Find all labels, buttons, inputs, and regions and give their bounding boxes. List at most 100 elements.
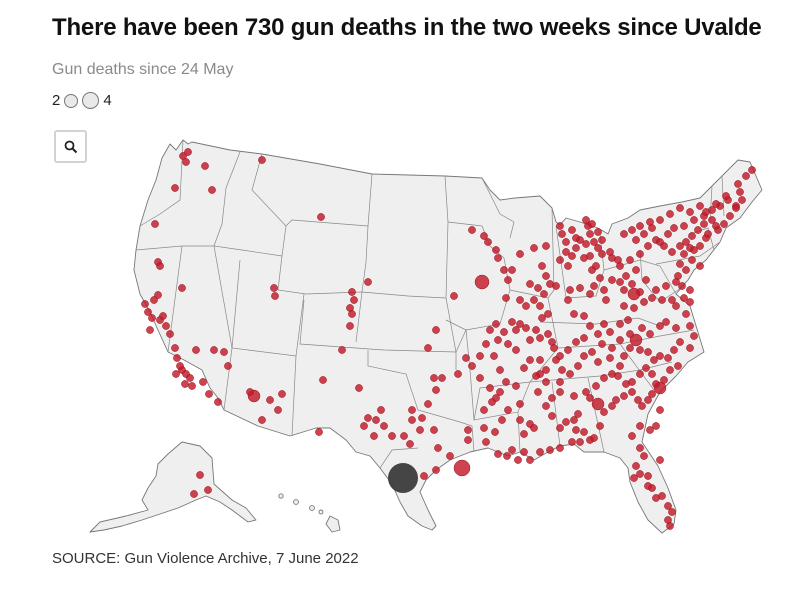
legend-min-label: 2 bbox=[52, 92, 61, 109]
gun-death-marker bbox=[580, 428, 588, 436]
zoom-button[interactable] bbox=[54, 130, 87, 163]
gun-death-marker bbox=[600, 320, 608, 328]
gun-death-marker bbox=[544, 330, 552, 338]
gun-death-marker bbox=[600, 286, 608, 294]
gun-death-marker bbox=[690, 332, 698, 340]
gun-death-marker bbox=[598, 340, 606, 348]
gun-death-marker bbox=[616, 320, 624, 328]
gun-death-marker bbox=[632, 266, 640, 274]
gun-death-marker bbox=[503, 452, 511, 460]
gun-death-marker bbox=[172, 370, 180, 378]
gun-death-marker bbox=[668, 248, 676, 256]
gun-death-marker bbox=[192, 346, 200, 354]
gun-death-marker bbox=[664, 502, 672, 510]
gun-death-marker bbox=[377, 406, 385, 414]
gun-death-marker bbox=[490, 352, 498, 360]
chart-title: There have been 730 gun deaths in the tw… bbox=[52, 14, 762, 41]
gun-death-marker bbox=[638, 324, 646, 332]
gun-death-marker bbox=[408, 416, 416, 424]
gun-death-marker bbox=[186, 374, 194, 382]
gun-death-marker bbox=[364, 278, 372, 286]
gun-death-marker bbox=[580, 312, 588, 320]
gun-death-marker bbox=[636, 288, 644, 296]
gun-death-marker bbox=[616, 336, 624, 344]
gun-death-marker bbox=[536, 448, 544, 456]
gun-death-marker bbox=[178, 284, 186, 292]
gun-death-marker bbox=[454, 370, 462, 378]
gun-death-marker bbox=[532, 326, 540, 334]
gun-death-marker bbox=[662, 282, 670, 290]
gun-death-marker bbox=[512, 326, 520, 334]
gun-death-marker bbox=[159, 312, 167, 320]
gun-death-marker bbox=[629, 333, 643, 347]
gun-death-marker bbox=[220, 348, 228, 356]
gun-death-marker bbox=[450, 292, 458, 300]
gun-death-marker bbox=[146, 326, 154, 334]
gun-death-marker bbox=[652, 380, 660, 388]
gun-death-marker bbox=[702, 208, 710, 216]
gun-death-marker bbox=[644, 482, 652, 490]
gun-death-marker bbox=[680, 222, 688, 230]
gun-death-marker bbox=[628, 280, 636, 288]
legend-large-circle bbox=[82, 92, 100, 109]
gun-death-marker bbox=[474, 274, 490, 290]
gun-death-marker bbox=[688, 232, 696, 240]
gun-death-marker bbox=[364, 414, 372, 422]
gun-death-marker bbox=[162, 322, 170, 330]
gun-death-marker bbox=[656, 406, 664, 414]
gun-death-marker bbox=[496, 366, 504, 374]
gun-death-marker bbox=[640, 452, 648, 460]
gun-death-marker bbox=[676, 204, 684, 212]
gun-death-marker bbox=[446, 452, 454, 460]
gun-death-marker bbox=[620, 230, 628, 238]
gun-death-marker bbox=[668, 296, 676, 304]
gun-death-marker bbox=[538, 314, 546, 322]
gun-death-marker bbox=[682, 238, 690, 246]
gun-death-marker bbox=[608, 370, 616, 378]
gun-death-marker bbox=[686, 298, 694, 306]
gun-death-marker bbox=[258, 156, 266, 164]
gun-death-marker bbox=[594, 358, 602, 366]
gun-death-marker bbox=[360, 422, 368, 430]
gun-death-marker bbox=[536, 334, 544, 342]
gun-death-marker bbox=[432, 326, 440, 334]
gun-death-marker bbox=[210, 346, 218, 354]
gun-death-marker bbox=[502, 294, 510, 302]
gun-death-marker bbox=[696, 202, 704, 210]
gun-death-marker bbox=[476, 374, 484, 382]
gun-death-marker bbox=[616, 362, 624, 370]
gun-death-marker bbox=[636, 422, 644, 430]
gun-death-marker bbox=[648, 370, 656, 378]
gun-death-marker bbox=[586, 230, 594, 238]
gun-death-marker bbox=[494, 450, 502, 458]
gun-death-marker bbox=[568, 226, 576, 234]
gun-death-marker bbox=[420, 472, 428, 480]
gun-death-marker bbox=[508, 266, 516, 274]
gun-death-marker bbox=[190, 490, 198, 498]
gun-death-marker bbox=[642, 276, 650, 284]
gun-death-marker bbox=[686, 322, 694, 330]
gun-death-marker bbox=[636, 470, 644, 478]
gun-death-marker bbox=[502, 378, 510, 386]
gun-death-marker bbox=[626, 344, 634, 352]
gun-death-marker bbox=[468, 362, 476, 370]
us-map[interactable] bbox=[0, 130, 795, 550]
gun-death-marker bbox=[568, 252, 576, 260]
gun-death-marker bbox=[562, 238, 570, 246]
gun-death-marker bbox=[315, 428, 323, 436]
gun-death-marker bbox=[536, 356, 544, 364]
gun-death-marker bbox=[546, 446, 554, 454]
gun-death-marker bbox=[662, 318, 670, 326]
gun-death-marker bbox=[636, 370, 644, 378]
gun-death-marker bbox=[700, 220, 708, 228]
gun-death-marker bbox=[416, 426, 424, 434]
gun-death-marker bbox=[586, 322, 594, 330]
gun-death-marker bbox=[548, 412, 556, 420]
gun-death-marker bbox=[494, 336, 502, 344]
gun-death-marker bbox=[734, 180, 742, 188]
gun-death-marker bbox=[586, 252, 594, 260]
gun-death-marker bbox=[508, 318, 516, 326]
gun-death-marker bbox=[556, 222, 564, 230]
gun-death-marker bbox=[598, 236, 606, 244]
gun-death-marker bbox=[424, 400, 432, 408]
